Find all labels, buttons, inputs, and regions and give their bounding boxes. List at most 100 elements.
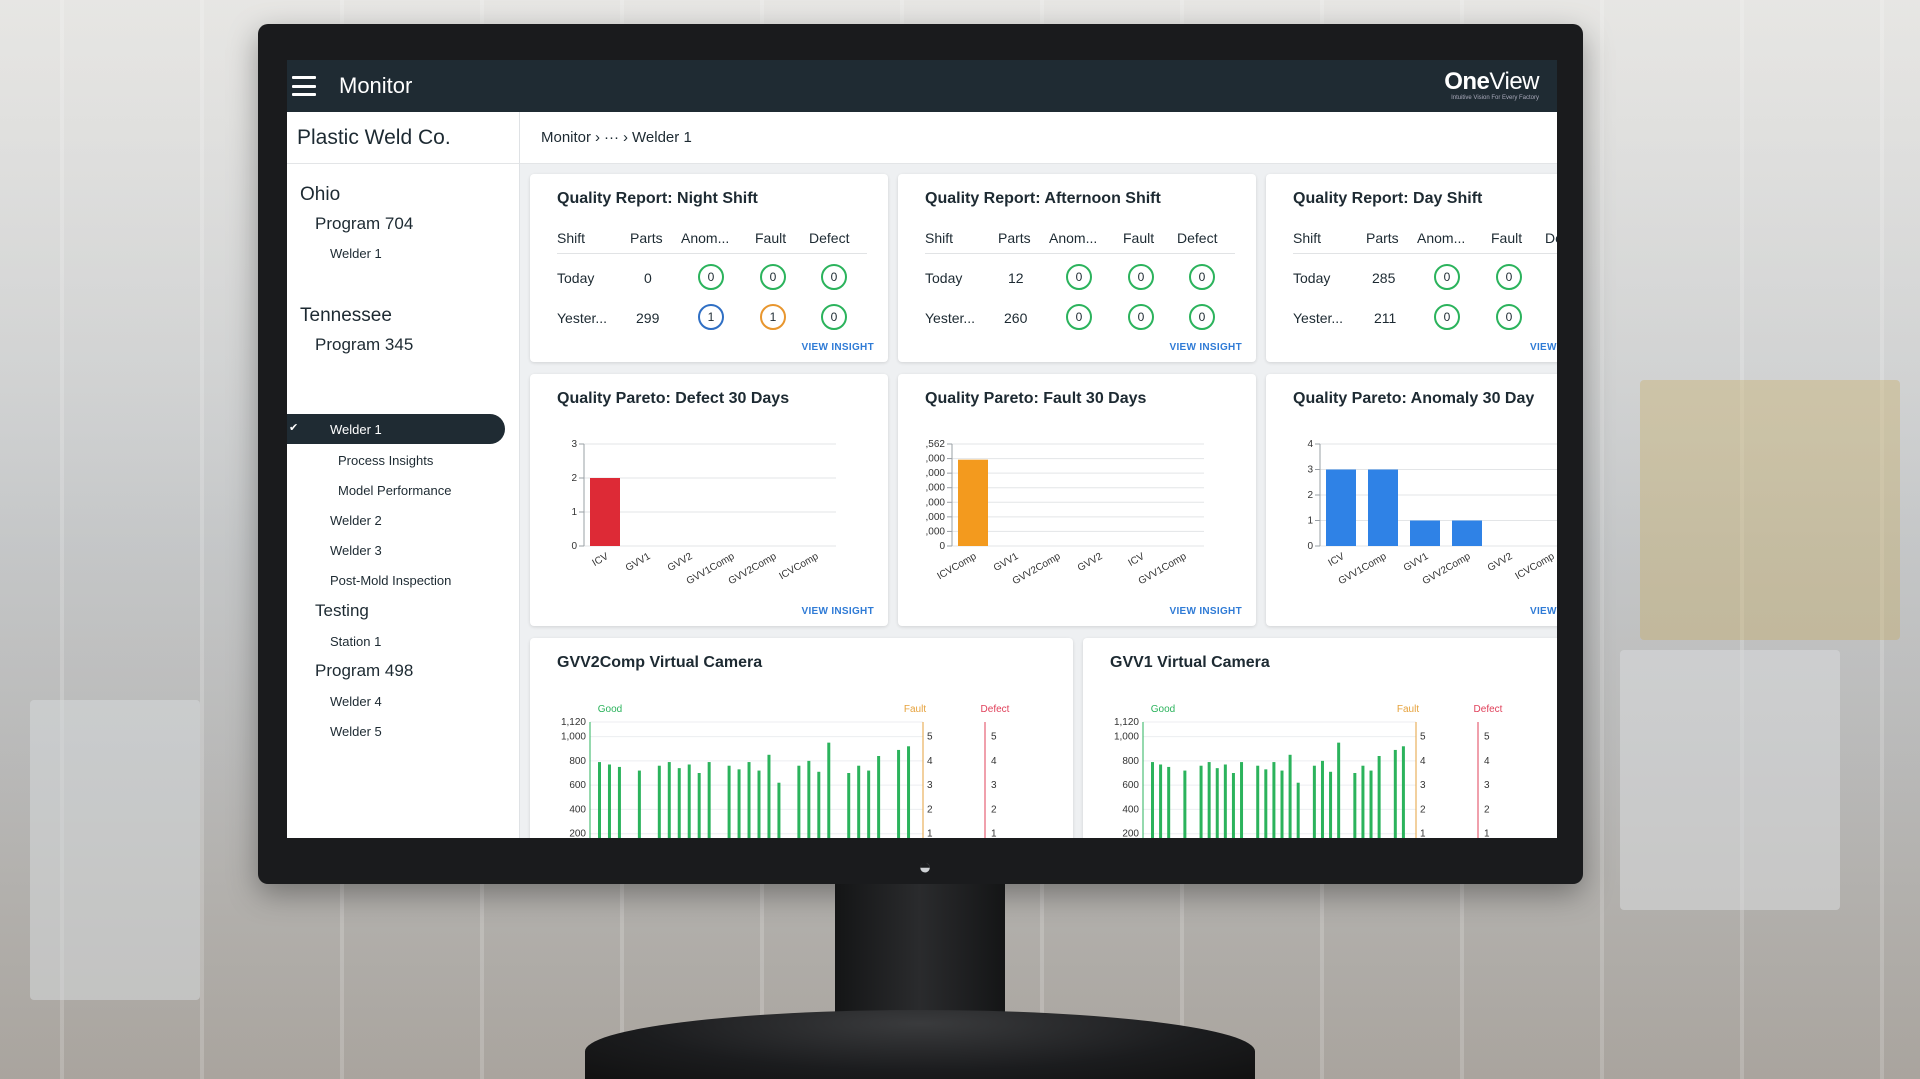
col-header: De: [1545, 230, 1557, 246]
breadcrumb-ellipsis[interactable]: ···: [604, 129, 620, 146]
anomaly-count[interactable]: 0: [1066, 264, 1092, 290]
defect-count[interactable]: 0: [1189, 304, 1215, 330]
good-bar: [1320, 760, 1324, 838]
x-tick-label: ICVComp: [777, 551, 820, 582]
program-498[interactable]: Program 498: [315, 661, 414, 680]
y-tick-label: 0: [939, 541, 945, 552]
model-performance[interactable]: Model Performance: [338, 483, 452, 498]
col-header: Defect: [809, 230, 850, 246]
y-tick-label: 3: [571, 439, 577, 450]
brand-strong: One: [1444, 68, 1490, 95]
welder-5[interactable]: Welder 5: [330, 724, 382, 739]
anomaly-count[interactable]: 0: [1066, 304, 1092, 330]
x-tick-label: GVV1: [1402, 551, 1431, 574]
brand-logo: OneView Intuitive Vision For Every Facto…: [1444, 68, 1539, 101]
fault-count[interactable]: 0: [1128, 264, 1154, 290]
welder-2[interactable]: Welder 2: [330, 513, 382, 528]
monitor-stand-base: [585, 1010, 1255, 1079]
site-tennessee[interactable]: Tennessee: [300, 305, 392, 326]
pareto-fault-card: Quality Pareto: Fault 30 Days 0 ,000 ,000,…: [898, 374, 1256, 626]
fault-count[interactable]: 0: [1128, 304, 1154, 330]
sidebar-item-welder-1-active[interactable]: ✔ Welder 1: [287, 414, 505, 444]
x-tick-label: ICVComp: [1513, 551, 1556, 582]
y-tick-label-fault: 5: [927, 732, 933, 743]
view-insight-link[interactable]: VIEW INSIGHT: [801, 606, 874, 617]
col-header: Parts: [630, 230, 663, 246]
program-345[interactable]: Program 345: [315, 335, 414, 354]
good-bar: [1312, 765, 1316, 838]
legend-label: Fault: [1397, 704, 1419, 715]
good-bar: [877, 756, 881, 838]
fault-count[interactable]: 0: [1496, 264, 1522, 290]
col-header: Parts: [998, 230, 1031, 246]
fault-count[interactable]: 0: [760, 264, 786, 290]
y-tick-label: ,000: [926, 454, 946, 465]
view-insight-link[interactable]: VIEW INSIGHT: [801, 342, 874, 353]
y-tick-label-defect: 3: [1484, 780, 1490, 791]
hamburger-menu-icon[interactable]: [292, 76, 316, 96]
site-ohio[interactable]: Ohio: [300, 184, 341, 205]
brand-light: View: [1489, 68, 1539, 95]
parts-cell: 0: [644, 270, 652, 286]
y-tick-label-defect: 2: [1484, 804, 1490, 815]
fault-count[interactable]: 0: [1496, 304, 1522, 330]
y-tick-label: 3: [1307, 465, 1313, 476]
col-header: Anom...: [1049, 230, 1098, 246]
parts-cell: 285: [1372, 270, 1396, 286]
anomaly-count[interactable]: 0: [1434, 264, 1460, 290]
welder-3[interactable]: Welder 3: [330, 543, 382, 558]
x-tick-label: GVV1Comp: [1337, 551, 1389, 587]
process-insights[interactable]: Process Insights: [338, 453, 434, 468]
view-insight-link[interactable]: VIEW: [1530, 342, 1557, 353]
good-bar: [777, 782, 781, 838]
card-title: Quality Report: Day Shift: [1293, 190, 1483, 207]
check-icon: ✔: [289, 422, 299, 434]
good-bar: [1361, 765, 1365, 838]
y-tick-label: ,000: [926, 483, 946, 494]
good-bar: [1393, 749, 1397, 838]
col-header: Shift: [1293, 230, 1322, 246]
breadcrumb-root[interactable]: Monitor: [541, 129, 592, 146]
view-insight-link[interactable]: VIEW INSIGHT: [1169, 606, 1242, 617]
col-header: Fault: [1491, 230, 1523, 246]
good-bar: [827, 742, 831, 838]
legend-label: Good: [1151, 704, 1175, 715]
defect-count[interactable]: 0: [821, 264, 847, 290]
y-tick-label-defect: 1: [1484, 829, 1490, 838]
ohio-welder-1[interactable]: Welder 1: [330, 246, 382, 261]
testing[interactable]: Testing: [315, 601, 369, 620]
program-704[interactable]: Program 704: [315, 214, 414, 233]
defect-count[interactable]: 0: [821, 304, 847, 330]
card-title: Quality Pareto: Fault 30 Days: [925, 390, 1147, 407]
y-tick-label: ,000: [926, 526, 946, 537]
col-header: Parts: [1366, 230, 1399, 246]
anomaly-count[interactable]: 0: [1434, 304, 1460, 330]
y-tick-label: 1,120: [561, 717, 586, 728]
station-1[interactable]: Station 1: [330, 634, 382, 649]
y-tick-label: 1: [1307, 516, 1313, 527]
anomaly-count[interactable]: 1: [698, 304, 724, 330]
good-bar: [687, 764, 691, 838]
anomaly-count[interactable]: 0: [698, 264, 724, 290]
defect-count[interactable]: 0: [1189, 264, 1215, 290]
app-title: Monitor: [339, 73, 413, 98]
good-bar: [1167, 766, 1171, 838]
good-bar: [857, 765, 861, 838]
welder-4[interactable]: Welder 4: [330, 694, 382, 709]
brand-tagline: Intuitive Vision For Every Factory: [1451, 95, 1539, 101]
x-tick-label: GVV2: [1076, 551, 1105, 574]
card-title: GVV2Comp Virtual Camera: [557, 654, 763, 671]
view-insight-link[interactable]: VIEW INSIGHT: [1169, 342, 1242, 353]
post-mold-inspection[interactable]: Post-Mold Inspection: [330, 573, 452, 588]
camera-gvv1-card: GVV1 Virtual Camera Good Fault Defect 200 40…: [1083, 638, 1557, 838]
good-bar: [617, 766, 621, 838]
legend-label: Defect: [1474, 704, 1503, 715]
bar: [958, 459, 988, 546]
view-insight-link[interactable]: VIEW: [1530, 606, 1557, 617]
fault-count[interactable]: 1: [760, 304, 786, 330]
background-machine: [1640, 380, 1900, 640]
x-tick-label: GVV1Comp: [1137, 551, 1189, 587]
col-header: Shift: [925, 230, 954, 246]
good-bar: [1215, 768, 1219, 838]
